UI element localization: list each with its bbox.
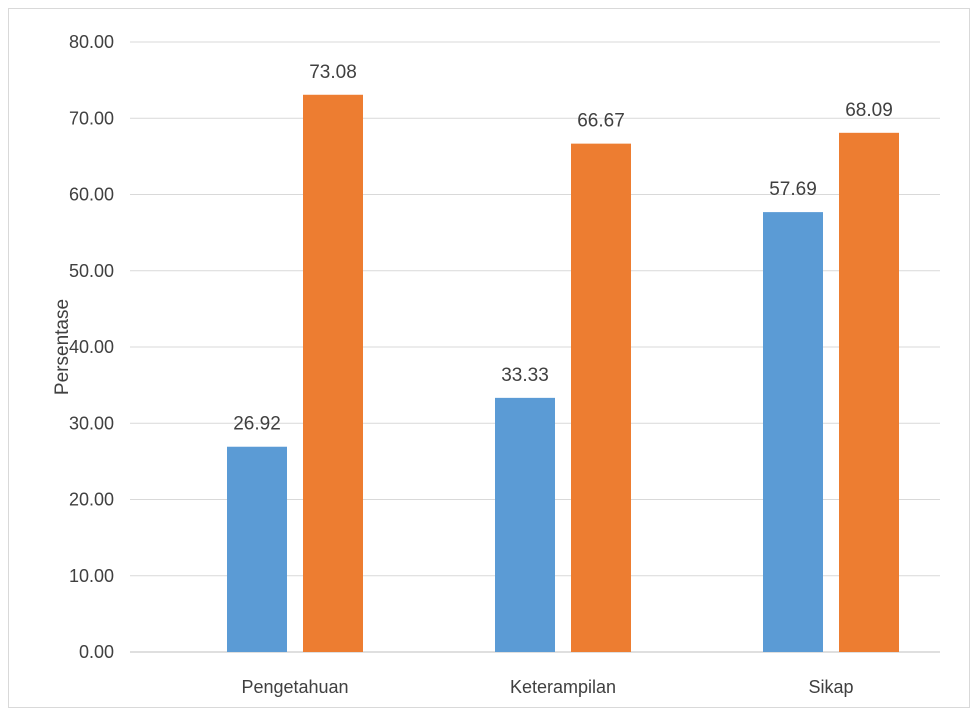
data-label: 57.69	[769, 179, 817, 200]
data-label: 68.09	[845, 100, 893, 121]
bar-series-2-pengetahuan	[303, 94, 363, 652]
x-category-label: Sikap	[808, 677, 853, 697]
x-axis-categories: Pengetahuan Keterampilan Sikap	[241, 677, 853, 697]
y-tick-label: 10.00	[69, 566, 114, 586]
x-category-label: Keterampilan	[510, 677, 616, 697]
y-tick-label: 50.00	[69, 261, 114, 281]
data-label: 73.08	[309, 62, 357, 83]
bar-series-2-sikap	[839, 132, 899, 653]
y-axis-title: Persentase	[52, 299, 73, 395]
data-label: 66.67	[577, 111, 625, 132]
data-label: 26.92	[233, 414, 281, 435]
bar-series-2-keterampilan	[571, 143, 631, 653]
y-tick-label: 60.00	[69, 185, 114, 205]
bar-series-1-keterampilan	[495, 397, 555, 652]
y-tick-label: 20.00	[69, 490, 114, 510]
y-tick-label: 30.00	[69, 413, 114, 433]
y-tick-label: 80.00	[69, 32, 114, 52]
x-category-label: Pengetahuan	[241, 677, 348, 697]
bars	[227, 94, 899, 653]
bar-series-1-pengetahuan	[227, 446, 287, 652]
data-labels: 26.92 33.33 57.69 73.08 66.67 68.09	[233, 62, 893, 435]
y-tick-label: 40.00	[69, 337, 114, 357]
y-tick-label: 0.00	[79, 642, 114, 662]
bar-series-1-sikap	[763, 212, 823, 652]
y-axis-ticks: 0.00 10.00 20.00 30.00 40.00 50.00 60.00 70.00 8…	[69, 32, 114, 662]
y-tick-label: 70.00	[69, 108, 114, 128]
data-label: 33.33	[501, 365, 549, 386]
